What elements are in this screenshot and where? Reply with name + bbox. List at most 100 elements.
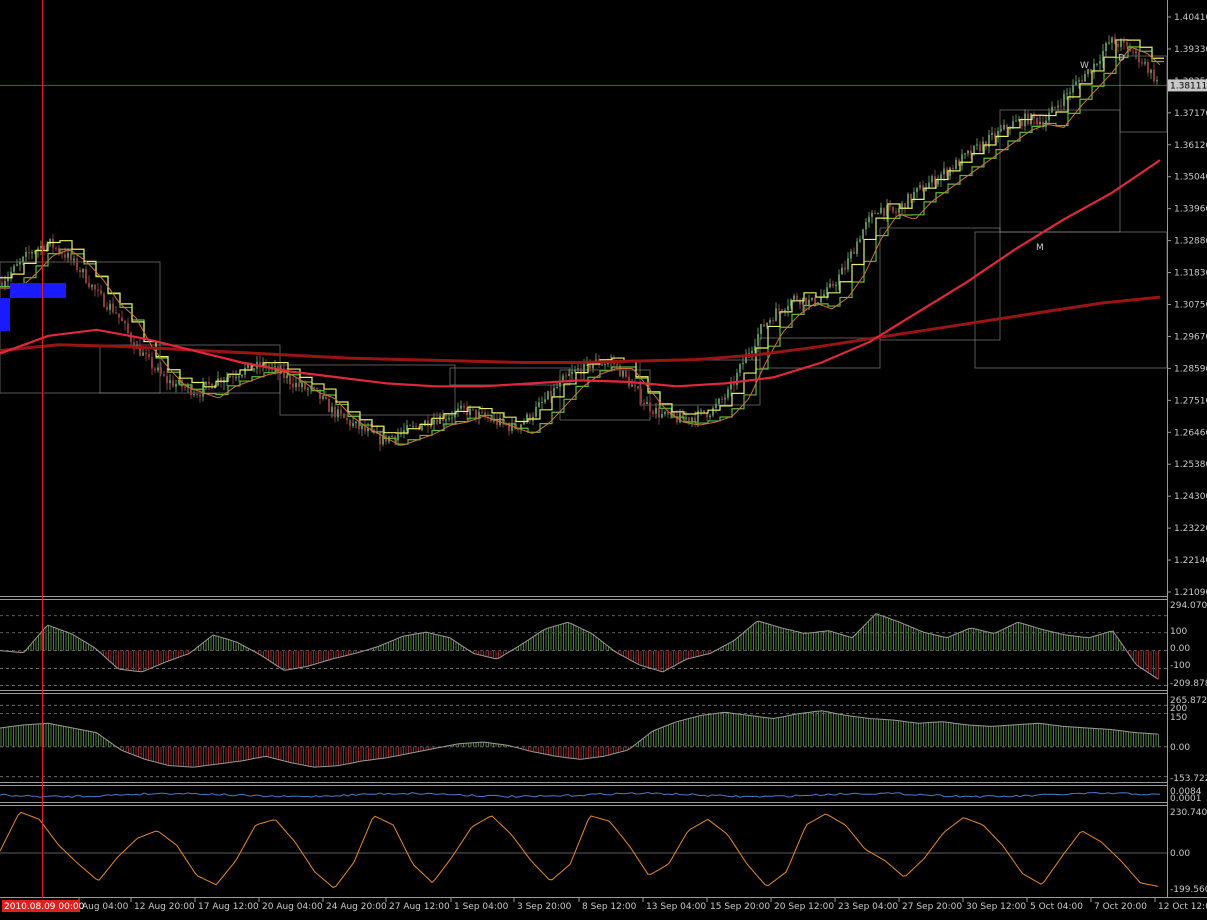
- panel-separators: [0, 0, 1207, 898]
- candle-body: [874, 212, 876, 214]
- candle-body: [463, 405, 465, 408]
- date-tick-label: Aug 04:00: [82, 902, 129, 912]
- price-panel[interactable]: M W D: [0, 33, 1168, 452]
- range-box: [559, 369, 651, 421]
- candle-body: [457, 408, 459, 412]
- candle-body: [691, 417, 693, 421]
- candle-body: [397, 434, 399, 441]
- indicator-tick-label: -100: [1170, 661, 1191, 671]
- candle-body: [64, 254, 66, 258]
- candle-body: [730, 382, 732, 390]
- indicator-panel-1[interactable]: [0, 613, 1167, 686]
- candle-body: [1072, 84, 1074, 93]
- indicator-tick-label: 0.0001: [1170, 794, 1202, 804]
- indicator-panel-2[interactable]: [0, 704, 1167, 778]
- candle-body: [508, 424, 510, 431]
- date-tick-label: 7 Oct 20:00: [1094, 902, 1147, 912]
- candle-body: [796, 295, 798, 300]
- date-tick-label: 1 Sep 04:00: [454, 902, 509, 912]
- candle-body: [727, 389, 729, 398]
- candle-body: [1147, 62, 1149, 73]
- candle-body: [976, 144, 978, 146]
- candle-body: [202, 384, 204, 397]
- candle-body: [937, 179, 939, 185]
- candle-body: [172, 380, 174, 387]
- candle-body: [1069, 92, 1071, 94]
- date-tick-label: 20 Sep 12:00: [774, 902, 834, 912]
- candle-body: [166, 375, 168, 384]
- price-tick-label: 1.33960: [1174, 205, 1207, 215]
- level-marker-d: D: [1118, 54, 1125, 64]
- candle-body: [904, 203, 906, 209]
- indicator-panel-4[interactable]: [0, 811, 1167, 889]
- candle-body: [544, 399, 546, 403]
- step-line-green: [0, 46, 1164, 445]
- candle-body: [106, 306, 108, 310]
- candle-body: [439, 415, 441, 424]
- candle-body: [325, 396, 327, 399]
- candle-body: [475, 409, 477, 419]
- blue-marker-block: [10, 283, 66, 298]
- candle-body: [415, 425, 417, 427]
- candle-body: [841, 267, 843, 275]
- candle-body: [826, 287, 828, 295]
- candle-body: [220, 378, 222, 383]
- candle-body: [643, 403, 645, 405]
- candle-body: [451, 417, 453, 419]
- cursor-date-tag: [2, 900, 80, 912]
- candle-body: [85, 268, 87, 283]
- candle-body: [355, 421, 357, 424]
- candle-body: [34, 250, 36, 253]
- candle-body: [37, 248, 39, 251]
- candle-body: [469, 408, 471, 416]
- candle-body: [103, 293, 105, 307]
- candle-body: [583, 361, 585, 374]
- candle-body: [769, 320, 771, 323]
- candle-body: [391, 436, 393, 438]
- candle-body: [61, 252, 63, 255]
- candle-body: [241, 374, 243, 377]
- candle-body: [967, 150, 969, 154]
- candle-body: [946, 168, 948, 176]
- candle-body: [40, 245, 42, 249]
- price-tick-label: 1.32880: [1174, 237, 1207, 247]
- candle-body: [1084, 73, 1086, 82]
- candle-body: [1108, 42, 1110, 44]
- price-tick-label: 1.21090: [1174, 588, 1207, 598]
- date-tick-label: 15 Sep 20:00: [710, 902, 770, 912]
- candle-body: [97, 289, 99, 291]
- candle-body: [118, 313, 120, 318]
- candle-body: [772, 320, 774, 322]
- date-tick-label: 23 Sep 04:00: [838, 902, 898, 912]
- candle-body: [481, 411, 483, 413]
- candle-body: [1114, 37, 1116, 44]
- indicator-tick-label: -199.5601: [1170, 885, 1207, 895]
- candle-body: [109, 303, 111, 310]
- candle-body: [568, 374, 570, 376]
- candle-body: [748, 353, 750, 355]
- candle-body: [865, 222, 867, 230]
- candle-body: [523, 421, 525, 425]
- candle-body: [775, 308, 777, 322]
- candle-body: [1063, 93, 1065, 106]
- candle-body: [1090, 69, 1092, 73]
- candle-body: [127, 323, 129, 333]
- candle-body: [529, 414, 531, 421]
- candle-body: [943, 168, 945, 175]
- candle-body: [310, 387, 312, 389]
- candle-body: [304, 383, 306, 390]
- candle-body: [787, 306, 789, 310]
- candle-body: [853, 251, 855, 254]
- candle-body: [274, 366, 276, 368]
- indicator-panel-3[interactable]: [0, 791, 1161, 799]
- candle-body: [52, 238, 54, 248]
- candle-body: [808, 299, 810, 306]
- candle-body: [520, 424, 522, 430]
- candle-body: [91, 284, 93, 288]
- candle-body: [733, 382, 735, 385]
- candle-body: [811, 297, 813, 300]
- candle-body: [76, 258, 78, 270]
- candle-body: [13, 265, 15, 272]
- candle-body: [856, 241, 858, 254]
